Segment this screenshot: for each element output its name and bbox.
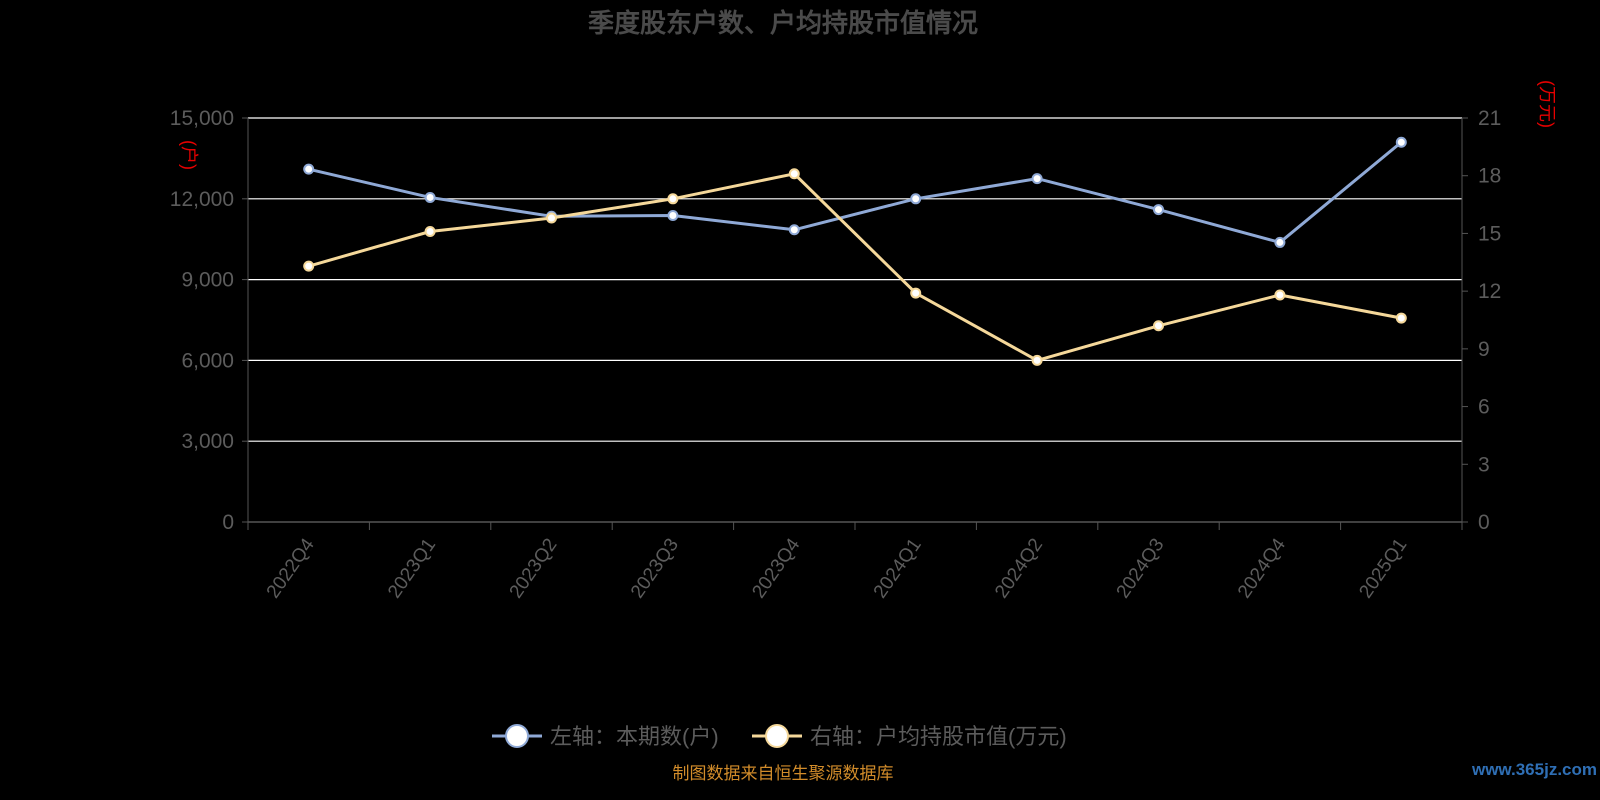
x-tick-label: 2025Q1 [1355,535,1411,602]
x-tick-label: 2023Q4 [748,534,804,602]
avg-value-point [1153,320,1164,332]
right-tick-label: 12 [1478,280,1501,303]
right-tick-label: 18 [1478,165,1501,188]
x-tick-label: 2023Q3 [627,535,683,602]
avg-value-point [1274,289,1286,301]
left-tick-label: 9,000 [181,269,234,292]
holders-point [788,224,800,236]
holders-point [1274,236,1286,248]
left-tick-label: 15,000 [170,107,234,130]
holders-point [424,191,436,203]
avg-value-point [303,260,315,272]
x-tick-label: 2024Q4 [1234,534,1290,602]
avg-value-line [308,172,1402,362]
grid-lines [248,117,1462,442]
avg-value-point [424,226,436,238]
legend-label: 右轴：户均持股市值(万元) [810,724,1067,749]
series-lines [303,136,1407,366]
avg-value-point [788,168,800,180]
holders-point [667,209,679,221]
right-tick-label: 3 [1478,453,1490,476]
avg-value-point [546,212,557,224]
source-note: 制图数据来自恒生聚源数据库 [673,764,894,783]
right-tick-label: 0 [1478,511,1490,534]
holders-point [910,193,922,205]
x-tick-label: 2023Q1 [384,535,440,602]
legend-swatch-marker [765,724,789,748]
avg-value-point [667,193,679,205]
avg-value-point [1395,312,1407,324]
left-tick-label: 12,000 [170,188,234,211]
left-tick-label: 6,000 [181,349,234,372]
holders-point [1153,204,1164,216]
legend[interactable]: 左轴：本期数(户) 右轴：户均持股市值(万元) [492,724,1067,749]
avg-value-point [910,287,922,299]
left-tick-label: 3,000 [181,430,234,453]
axes: 0 3,000 6,000 9,000 12,000 15,000 0 3 6 9 12 15 18 21… [170,107,1502,602]
right-axis-unit: (万元) [1537,80,1557,128]
watermark: www.365jz.com [1471,760,1597,779]
x-tick-label: 2024Q3 [1113,535,1169,602]
holders-point [1031,173,1043,185]
legend-swatch-marker [505,724,529,748]
holders-point [303,163,315,175]
x-tick-label: 2024Q1 [870,535,926,602]
avg-value-point [1031,354,1043,366]
left-axis-unit: (户) [179,140,199,170]
x-tick-label: 2023Q2 [506,535,562,602]
holders-point [1395,136,1407,148]
left-tick-label: 0 [222,511,234,534]
right-tick-label: 6 [1478,396,1490,419]
holders-line [308,141,1403,244]
legend-label: 左轴：本期数(户) [550,724,719,749]
right-tick-label: 15 [1478,222,1501,245]
right-tick-label: 21 [1478,107,1501,130]
right-tick-label: 9 [1478,338,1490,361]
x-tick-label: 2022Q4 [263,534,319,602]
chart-title: 季度股东户数、户均持股市值情况 [588,8,978,38]
x-tick-label: 2024Q2 [991,535,1047,602]
